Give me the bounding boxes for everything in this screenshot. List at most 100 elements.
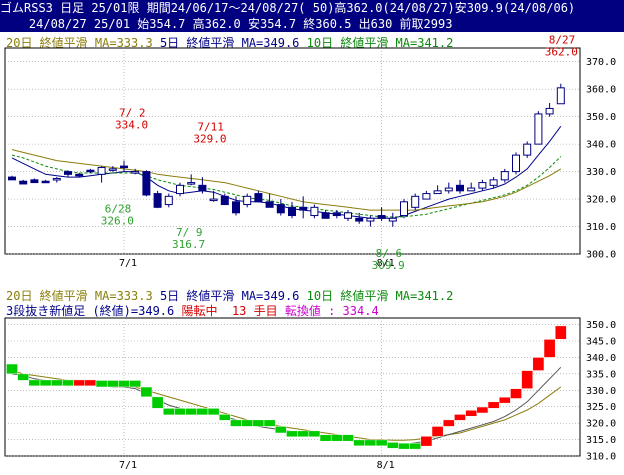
price-brick (151, 396, 164, 409)
price-brick (263, 419, 276, 427)
candle-panel-ytick-label: 370.0 (586, 57, 616, 68)
candle-body (276, 204, 285, 214)
candle-body (456, 184, 464, 192)
candle-body (523, 143, 532, 156)
price-brick (342, 434, 354, 442)
candle-body (153, 193, 162, 208)
brick-info: 3段抜き新値足 (終値)=349.6 陽転中 13 手目 転換値 : 334.4 (6, 304, 379, 318)
candle-body (433, 190, 442, 195)
candle-body (288, 206, 296, 217)
candle-body (422, 193, 431, 200)
price-brick (6, 363, 18, 375)
price-brick (106, 380, 119, 388)
candle-panel-ytick-label: 320.0 (586, 195, 616, 206)
ma-line (11, 149, 562, 211)
candle-body (142, 171, 151, 196)
price-brick (420, 436, 433, 447)
price-brick (521, 370, 534, 389)
brick-panel-xtick-label: 7/1 (119, 460, 137, 471)
legend-ma5: 5日 終値平滑 MA=349.6 (159, 36, 300, 50)
price-brick (230, 419, 242, 427)
price-brick (532, 357, 545, 371)
annotation-date: 7/11 (197, 120, 224, 133)
candle-body (75, 173, 84, 177)
price-brick (218, 414, 231, 421)
candle-body (265, 201, 274, 208)
brick-panel-ytick-label: 325.0 (586, 402, 616, 413)
annotation-value: 309.9 (372, 259, 405, 272)
price-brick (286, 430, 298, 438)
price-brick (431, 426, 444, 437)
candle-panel-ytick-label: 350.0 (586, 112, 616, 123)
candle-body (355, 217, 364, 222)
price-brick (17, 373, 30, 381)
price-brick (252, 419, 265, 427)
price-brick (62, 379, 74, 387)
price-brick (241, 419, 254, 427)
candle-body (176, 184, 184, 195)
candle-body (164, 195, 173, 206)
candle-body (388, 217, 397, 222)
legend-ma10: 10日 終値平滑 MA=341.2 (306, 36, 454, 50)
price-brick (375, 439, 388, 447)
price-brick (386, 442, 399, 449)
price-brick (510, 388, 522, 399)
legend-ma20-bottom: 20日 終値平滑 MA=333.3 (6, 289, 153, 303)
candle-body (209, 198, 218, 202)
brick-panel-ytick-label: 335.0 (586, 369, 616, 380)
annotation-value: 329.0 (193, 132, 226, 145)
candle-body (41, 180, 50, 184)
candle-body (232, 201, 240, 214)
candle-panel-ytick-label: 360.0 (586, 85, 616, 96)
candle-body (299, 206, 308, 211)
price-brick (207, 408, 220, 416)
annotation-date: 8/ 6 (376, 247, 403, 260)
candle-body (131, 171, 140, 174)
annotation-value: 334.0 (115, 119, 148, 132)
price-brick (196, 408, 209, 416)
header-quote: 24/08/27 25/01 始354.7 高362.0 安354.7 終360… (0, 16, 624, 32)
price-brick (129, 380, 142, 388)
candle-body (444, 187, 453, 192)
price-brick (118, 380, 130, 388)
candle-body (321, 212, 330, 219)
header-line2: 24/08/27 25/01 始354.7 高362.0 安354.7 終360… (0, 17, 453, 31)
bottom-legend: 20日 終値平滑 MA=333.3 5日 終値平滑 MA=349.6 10日 終… (6, 289, 453, 303)
candle-panel-ytick-label: 330.0 (586, 167, 616, 178)
candle-body (489, 179, 498, 186)
brick-panel-ytick-label: 310.0 (586, 452, 616, 463)
candle-body (19, 180, 28, 185)
brick-panel-xtick-label: 8/1 (377, 460, 395, 471)
price-brick (454, 414, 466, 421)
candle-body (220, 195, 229, 206)
candle-panel-xtick-label: 7/1 (119, 258, 137, 269)
candle-body (52, 177, 61, 181)
brick-info-title: 3段抜き新値足 (終値)=349.6 (6, 304, 175, 318)
price-brick (162, 408, 175, 416)
top-legend: 20日 終値平滑 MA=333.3 5日 終値平滑 MA=349.6 10日 終… (6, 36, 453, 50)
price-brick (364, 439, 377, 447)
price-brick (297, 430, 310, 438)
brick-panel-ytick-label: 315.0 (586, 435, 616, 446)
brick-panel-ytick-label: 345.0 (586, 337, 616, 348)
candle-body (254, 193, 263, 203)
header-title: ゴムRSS3 日足 25/01限 期間24/06/17～24/08/27( 50… (0, 0, 624, 16)
candle-body (108, 168, 117, 171)
price-brick (50, 379, 63, 387)
price-brick (409, 442, 422, 450)
candle-body (556, 87, 565, 105)
brick-panel-ytick-label: 350.0 (586, 320, 616, 331)
price-brick (487, 401, 500, 409)
candle-body (8, 176, 16, 181)
candle-body (377, 215, 386, 219)
candle-body (534, 113, 543, 145)
candle-body (187, 182, 196, 185)
legend-ma20: 20日 終値平滑 MA=333.3 (6, 36, 153, 50)
price-brick (185, 408, 198, 416)
header-line1: ゴムRSS3 日足 25/01限 期間24/06/17～24/08/27( 50… (0, 1, 576, 15)
candle-body (64, 171, 72, 175)
candle-body (411, 195, 420, 208)
price-brick (465, 410, 478, 417)
price-brick (274, 426, 287, 434)
price-brick (442, 419, 455, 427)
